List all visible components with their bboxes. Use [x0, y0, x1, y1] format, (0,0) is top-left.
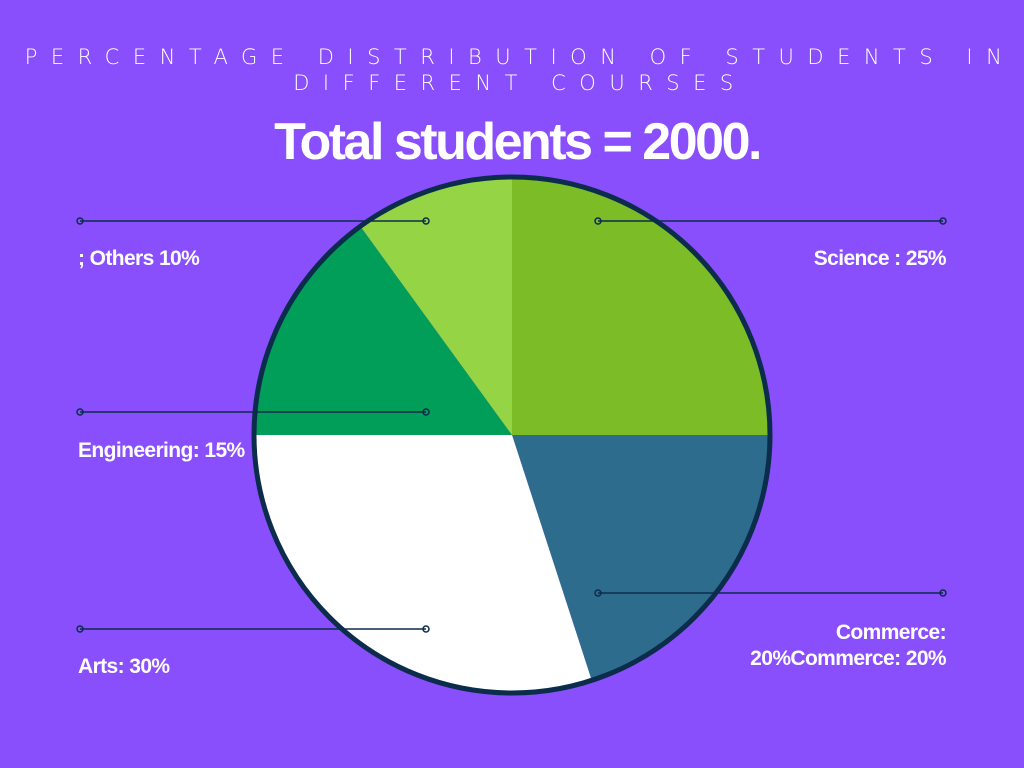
- leader-line-arts-start-dot: [76, 625, 84, 633]
- leader-line-commerce-start-dot: [594, 589, 602, 597]
- pie-slice-arts: [254, 435, 592, 693]
- leader-line-commerce: [594, 589, 947, 597]
- slice-label-others: ; Others 10%: [78, 247, 200, 270]
- leader-line-engineering-end-dot: [422, 408, 430, 416]
- slice-label-commerce: Commerce: 20%Commerce: 20%: [750, 621, 946, 670]
- leader-line-others: [76, 217, 430, 225]
- leader-line-arts-end-dot: [422, 625, 430, 633]
- chart-subtitle: Total students = 2000.: [274, 113, 762, 171]
- leader-line-science: [594, 217, 947, 225]
- leader-line-science-start-dot: [594, 217, 602, 225]
- leader-line-commerce-end-dot: [939, 589, 947, 597]
- leader-line-engineering: [76, 408, 430, 416]
- chart-title: PERCENTAGE DISTRIBUTION OF STUDENTS IN D…: [24, 45, 1016, 95]
- pie-slice-science: [512, 177, 770, 435]
- pie-slice-commerce: [512, 435, 770, 681]
- pie-slices: [254, 177, 770, 693]
- pie-outline: [251, 174, 773, 696]
- leader-line-engineering-start-dot: [76, 408, 84, 416]
- leader-line-science-end-dot: [939, 217, 947, 225]
- slice-label-science: Science : 25%: [813, 247, 947, 270]
- slice-label-arts: Arts: 30%: [78, 655, 170, 678]
- leader-line-arts: [76, 625, 430, 633]
- leader-lines: [76, 217, 947, 633]
- leader-line-others-end-dot: [422, 217, 430, 225]
- pie-slice-engineering: [254, 226, 512, 435]
- slice-label-engineering: Engineering: 15%: [78, 439, 245, 462]
- pie-slice-others: [360, 177, 512, 435]
- leader-line-others-start-dot: [76, 217, 84, 225]
